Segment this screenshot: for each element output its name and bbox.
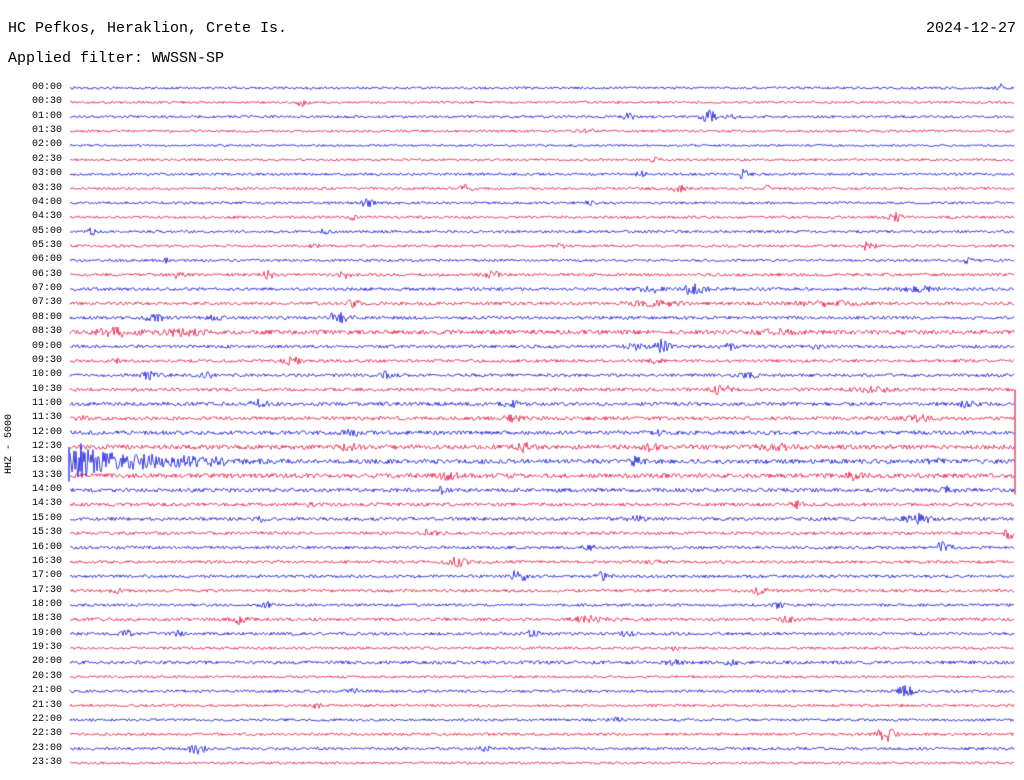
time-label-18:00: 18:00 bbox=[31, 599, 62, 611]
time-label-16:30: 16:30 bbox=[31, 555, 62, 567]
channel-scale-label: HHZ - 5000 bbox=[4, 413, 15, 474]
time-label-03:30: 03:30 bbox=[31, 182, 62, 194]
time-label-20:30: 20:30 bbox=[31, 670, 62, 682]
time-label-21:00: 21:00 bbox=[31, 685, 62, 697]
time-label-22:30: 22:30 bbox=[31, 728, 62, 740]
time-label-01:30: 01:30 bbox=[31, 125, 62, 137]
time-label-05:00: 05:00 bbox=[31, 225, 62, 237]
time-label-14:00: 14:00 bbox=[31, 484, 62, 496]
time-label-11:00: 11:00 bbox=[31, 397, 62, 409]
time-label-00:00: 00:00 bbox=[31, 82, 62, 93]
time-label-13:30: 13:30 bbox=[31, 469, 62, 481]
time-label-09:00: 09:00 bbox=[31, 340, 62, 352]
time-label-12:00: 12:00 bbox=[31, 426, 62, 438]
time-label-03:00: 03:00 bbox=[31, 168, 62, 180]
time-label-18:30: 18:30 bbox=[31, 613, 62, 625]
time-label-17:00: 17:00 bbox=[31, 570, 62, 582]
time-label-15:00: 15:00 bbox=[31, 512, 62, 524]
time-label-23:00: 23:00 bbox=[31, 742, 62, 754]
time-label-14:30: 14:30 bbox=[31, 498, 62, 510]
filter-label: Applied filter: WWSSN-SP bbox=[8, 50, 225, 67]
time-label-19:00: 19:00 bbox=[31, 627, 62, 639]
time-label-20:00: 20:00 bbox=[31, 656, 62, 668]
time-label-11:30: 11:30 bbox=[31, 412, 62, 424]
time-label-06:30: 06:30 bbox=[31, 268, 62, 280]
station-title: HC Pefkos, Heraklion, Crete Is. bbox=[8, 20, 288, 37]
time-label-19:30: 19:30 bbox=[31, 642, 62, 654]
time-label-17:30: 17:30 bbox=[31, 584, 62, 596]
time-label-15:30: 15:30 bbox=[31, 527, 62, 539]
time-label-22:00: 22:00 bbox=[31, 713, 62, 725]
time-label-16:00: 16:00 bbox=[31, 541, 62, 553]
time-label-08:30: 08:30 bbox=[31, 326, 62, 338]
time-label-05:30: 05:30 bbox=[31, 239, 62, 251]
time-label-07:00: 07:00 bbox=[31, 283, 62, 295]
time-label-04:30: 04:30 bbox=[31, 211, 62, 223]
time-label-07:30: 07:30 bbox=[31, 297, 62, 309]
time-label-21:30: 21:30 bbox=[31, 699, 62, 711]
time-label-12:30: 12:30 bbox=[31, 441, 62, 453]
time-label-10:30: 10:30 bbox=[31, 383, 62, 395]
time-label-08:00: 08:00 bbox=[31, 311, 62, 323]
time-label-23:30: 23:30 bbox=[31, 756, 62, 768]
time-label-10:00: 10:00 bbox=[31, 369, 62, 381]
time-label-00:30: 00:30 bbox=[31, 96, 62, 108]
time-label-13:00: 13:00 bbox=[31, 455, 62, 467]
time-label-02:30: 02:30 bbox=[31, 153, 62, 165]
time-label-09:30: 09:30 bbox=[31, 354, 62, 366]
time-label-01:00: 01:00 bbox=[31, 110, 62, 122]
record-date: 2024-12-27 bbox=[925, 20, 1016, 37]
time-label-02:00: 02:00 bbox=[31, 139, 62, 151]
time-label-04:00: 04:00 bbox=[31, 196, 62, 208]
time-label-06:00: 06:00 bbox=[31, 254, 62, 266]
